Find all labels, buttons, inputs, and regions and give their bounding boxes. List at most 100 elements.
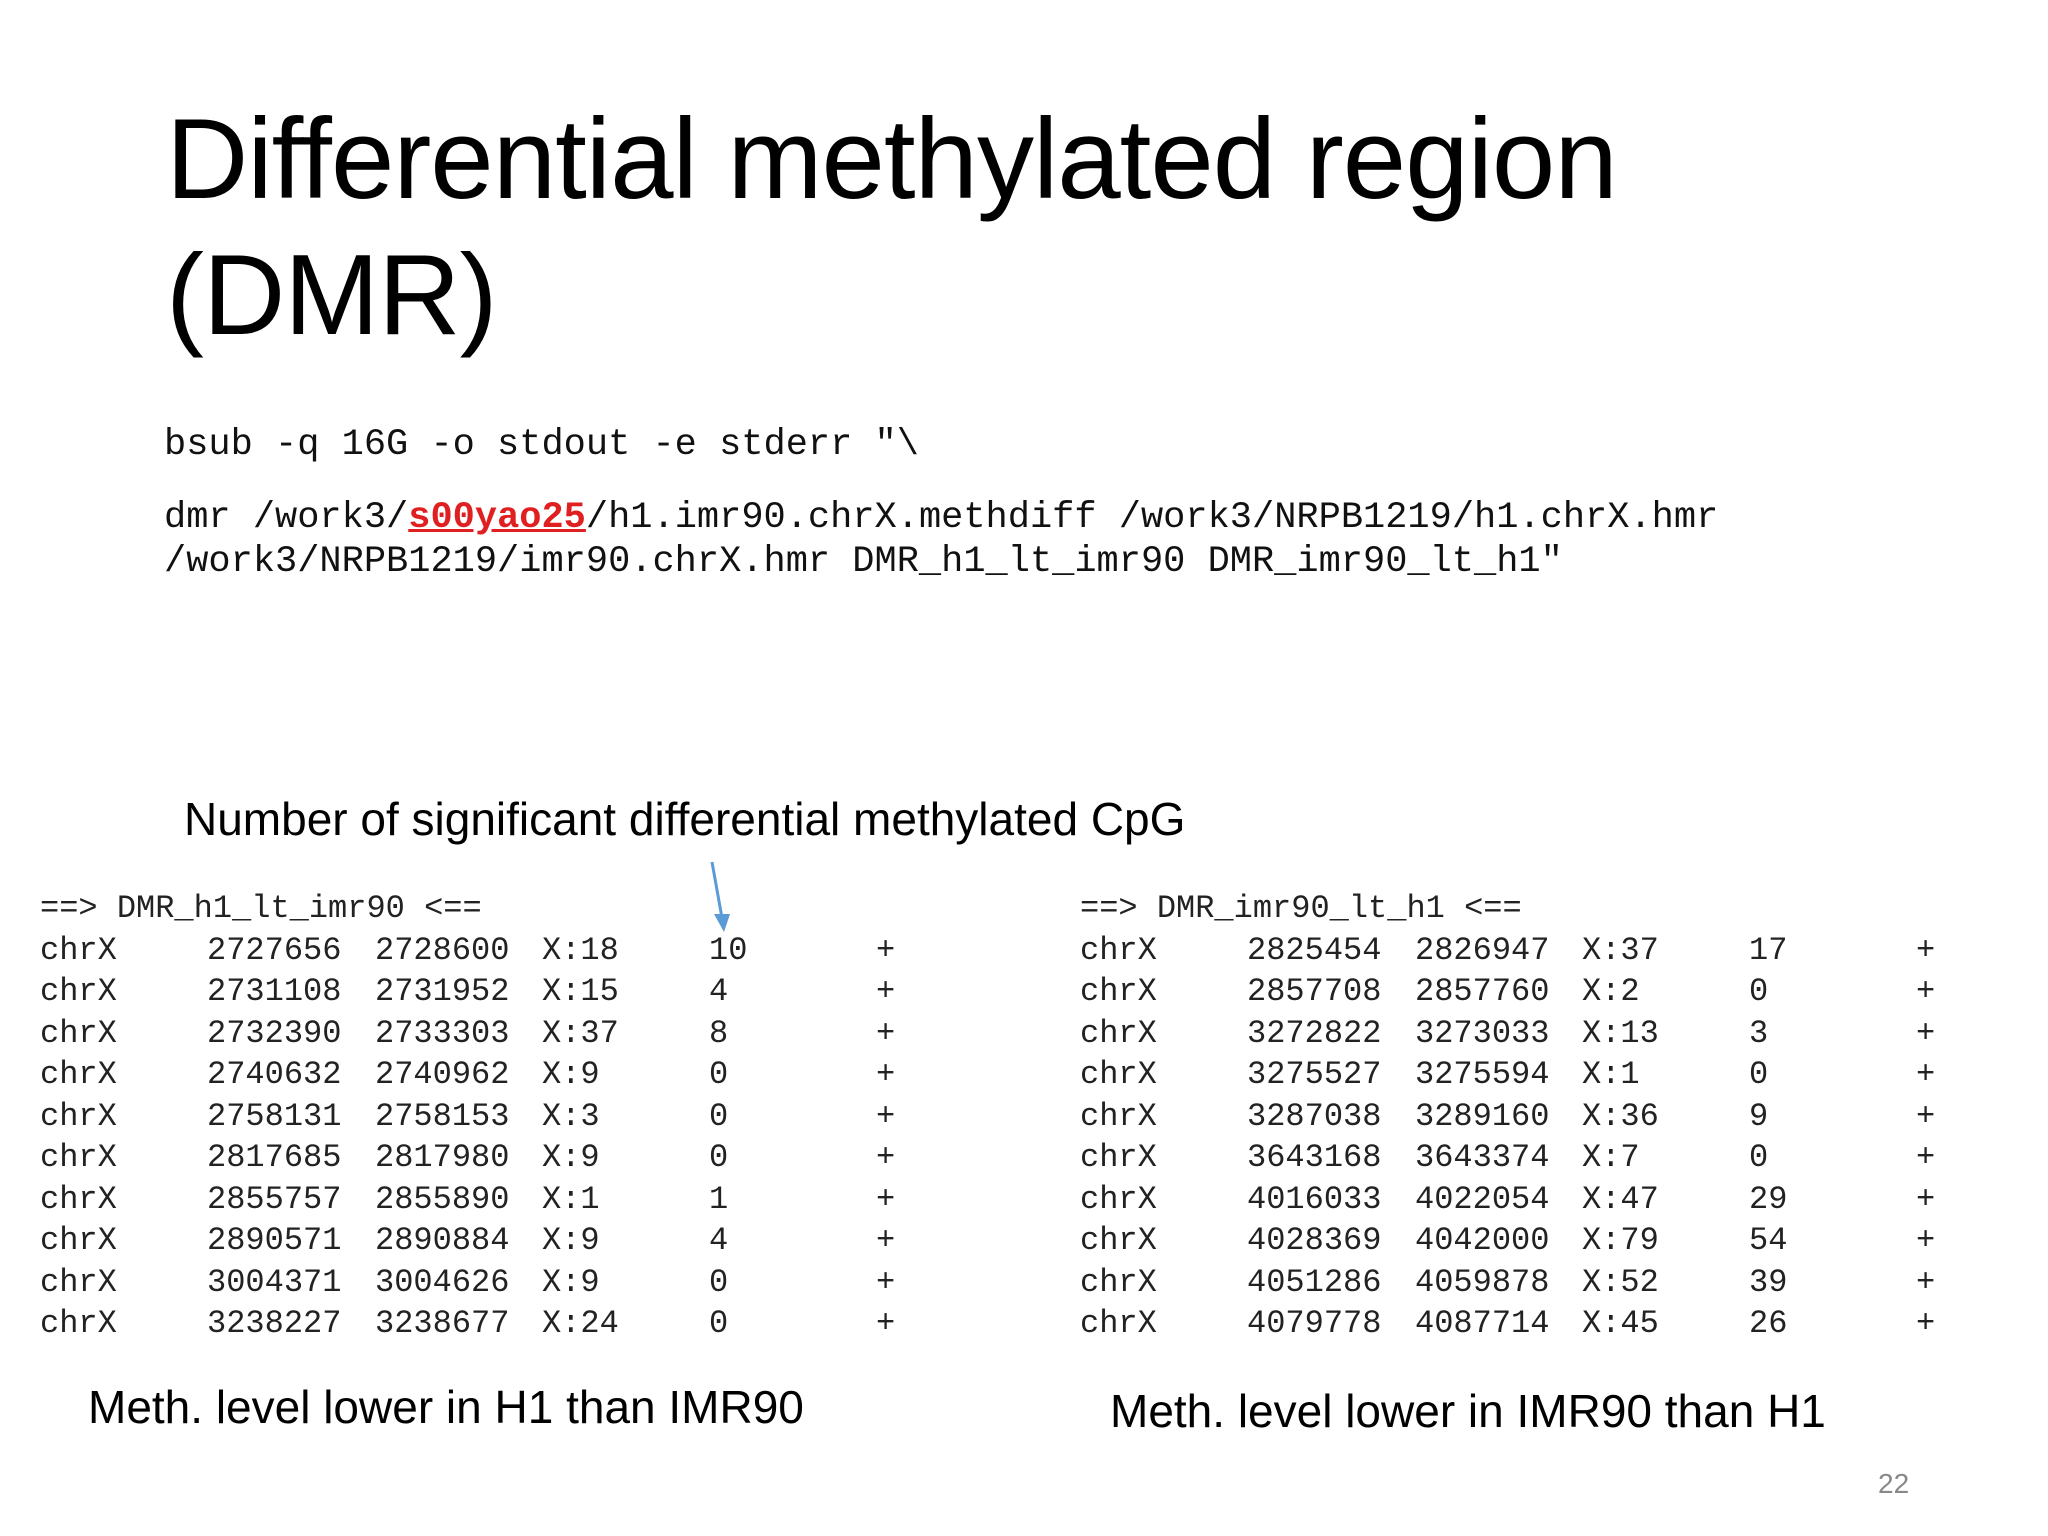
cell-start: 2758131	[207, 1097, 342, 1135]
cell-strand: +	[876, 1097, 896, 1135]
table-row: chrX 2740632 2740962 X:9 0 +	[40, 1054, 916, 1096]
table-row: chrX 3004371 3004626 X:9 0 +	[40, 1262, 916, 1304]
cell-start: 4079778	[1247, 1305, 1382, 1342]
cell-name: X:2	[1582, 973, 1640, 1010]
cell-chr: chrX	[40, 1097, 117, 1135]
cell-strand: +	[876, 1014, 896, 1052]
cell-chr: chrX	[1080, 973, 1157, 1010]
table-row: chrX 2855757 2855890 X:1 1 +	[40, 1179, 916, 1221]
cell-count: 8	[709, 1014, 729, 1052]
cell-start: 4051286	[1247, 1263, 1382, 1301]
table-row: chrX 3287038 3289160 X:36 9 +	[1080, 1096, 1956, 1138]
cell-count: 0	[709, 1056, 729, 1093]
cell-chr: chrX	[1080, 1056, 1157, 1093]
command-dmr-prefix: dmr /work3/	[164, 497, 409, 539]
table-row: chrX 2731108 2731952 X:15 4 +	[40, 971, 916, 1013]
cell-name: X:24	[542, 1305, 619, 1342]
cell-count: 1	[709, 1180, 729, 1218]
cell-start: 3238227	[207, 1305, 342, 1342]
cell-count: 0	[709, 1263, 729, 1301]
cell-name: X:36	[1582, 1097, 1659, 1135]
cell-end: 4022054	[1415, 1180, 1550, 1218]
annotation-label: Number of significant differential methy…	[184, 793, 1186, 845]
cell-strand: +	[876, 1180, 896, 1218]
cell-end: 3275594	[1415, 1056, 1550, 1093]
cell-end: 2857760	[1415, 973, 1550, 1010]
cell-count: 9	[1749, 1097, 1769, 1135]
cell-start: 2727656	[207, 931, 342, 969]
cell-count: 3	[1749, 1014, 1769, 1052]
cell-end: 3004626	[375, 1263, 510, 1301]
cell-chr: chrX	[40, 1180, 117, 1218]
left-block-header: ==> DMR_h1_lt_imr90 <==	[40, 890, 482, 927]
cell-strand: +	[876, 973, 896, 1010]
cell-count: 0	[1749, 1056, 1769, 1093]
cell-chr: chrX	[40, 931, 117, 969]
cell-name: X:9	[542, 1056, 600, 1093]
cell-strand: +	[1916, 931, 1936, 969]
command-line-dmr: dmr /work3/s00yao25/h1.imr90.chrX.methdi…	[164, 496, 1718, 584]
cell-count: 17	[1749, 931, 1788, 969]
cell-chr: chrX	[1080, 1222, 1157, 1259]
command-line-bsub: bsub -q 16G -o stdout -e stderr "\	[164, 424, 919, 466]
cell-end: 3289160	[1415, 1097, 1550, 1135]
down-arrow-icon	[710, 861, 730, 932]
cell-strand: +	[876, 1139, 896, 1176]
left-caption: Meth. level lower in H1 than IMR90	[88, 1381, 804, 1433]
cell-count: 10	[709, 931, 748, 969]
cell-chr: chrX	[1080, 1014, 1157, 1052]
page-number: 22	[1878, 1468, 1910, 1499]
cell-chr: chrX	[40, 1222, 117, 1259]
cell-chr: chrX	[1080, 931, 1157, 969]
cell-count: 0	[709, 1305, 729, 1342]
cell-count: 0	[709, 1097, 729, 1135]
cell-start: 2855757	[207, 1180, 342, 1218]
cell-end: 2731952	[375, 973, 510, 1010]
cell-name: X:45	[1582, 1305, 1659, 1342]
cell-start: 4016033	[1247, 1180, 1382, 1218]
cell-chr: chrX	[40, 1139, 117, 1176]
cell-start: 4028369	[1247, 1222, 1382, 1259]
cell-strand: +	[1916, 1222, 1936, 1259]
cell-count: 0	[1749, 973, 1769, 1010]
table-row: chrX 3275527 3275594 X:1 0 +	[1080, 1054, 1956, 1096]
table-row: chrX 2758131 2758153 X:3 0 +	[40, 1096, 916, 1138]
cell-strand: +	[1916, 973, 1936, 1010]
cell-count: 0	[709, 1139, 729, 1176]
right-block-header: ==> DMR_imr90_lt_h1 <==	[1080, 890, 1522, 927]
cell-strand: +	[1916, 1014, 1936, 1052]
cell-chr: chrX	[1080, 1305, 1157, 1342]
cell-strand: +	[876, 1222, 896, 1259]
cell-count: 39	[1749, 1263, 1788, 1301]
cell-end: 3273033	[1415, 1014, 1550, 1052]
cell-name: X:79	[1582, 1222, 1659, 1259]
cell-start: 2740632	[207, 1056, 342, 1093]
cell-name: X:3	[542, 1097, 600, 1135]
table-row: chrX 3643168 3643374 X:7 0 +	[1080, 1137, 1956, 1179]
right-caption: Meth. level lower in IMR90 than H1	[1110, 1385, 1826, 1437]
table-row: chrX 2817685 2817980 X:9 0 +	[40, 1137, 916, 1179]
cell-strand: +	[876, 1263, 896, 1301]
cell-chr: chrX	[40, 1263, 117, 1301]
cell-strand: +	[1916, 1180, 1936, 1218]
cell-name: X:7	[1582, 1139, 1640, 1176]
dmr-h1-lt-imr90-block: ==> DMR_h1_lt_imr90 <== chrX 2727656 27286…	[40, 888, 916, 1345]
cell-start: 2817685	[207, 1139, 342, 1176]
cell-count: 29	[1749, 1180, 1788, 1218]
cell-strand: +	[1916, 1263, 1936, 1301]
cell-name: X:52	[1582, 1263, 1659, 1301]
cell-count: 54	[1749, 1222, 1788, 1259]
cell-chr: chrX	[40, 1014, 117, 1052]
cell-end: 2817980	[375, 1139, 510, 1176]
table-row: chrX 2857708 2857760 X:2 0 +	[1080, 971, 1956, 1013]
table-row: chrX 2825454 2826947 X:37 17 +	[1080, 930, 1956, 972]
table-row: chrX 2890571 2890884 X:9 4 +	[40, 1220, 916, 1262]
slide-title: Differential methylated region (DMR)	[166, 92, 1618, 364]
cell-name: X:15	[542, 973, 619, 1010]
cell-end: 2758153	[375, 1097, 510, 1135]
cell-end: 3238677	[375, 1305, 510, 1342]
cell-chr: chrX	[1080, 1097, 1157, 1135]
cell-name: X:18	[542, 931, 619, 969]
cell-start: 3643168	[1247, 1139, 1382, 1176]
right-dmr-table: chrX 2825454 2826947 X:37 17 + chrX 2857708 2857…	[1080, 930, 1956, 1345]
